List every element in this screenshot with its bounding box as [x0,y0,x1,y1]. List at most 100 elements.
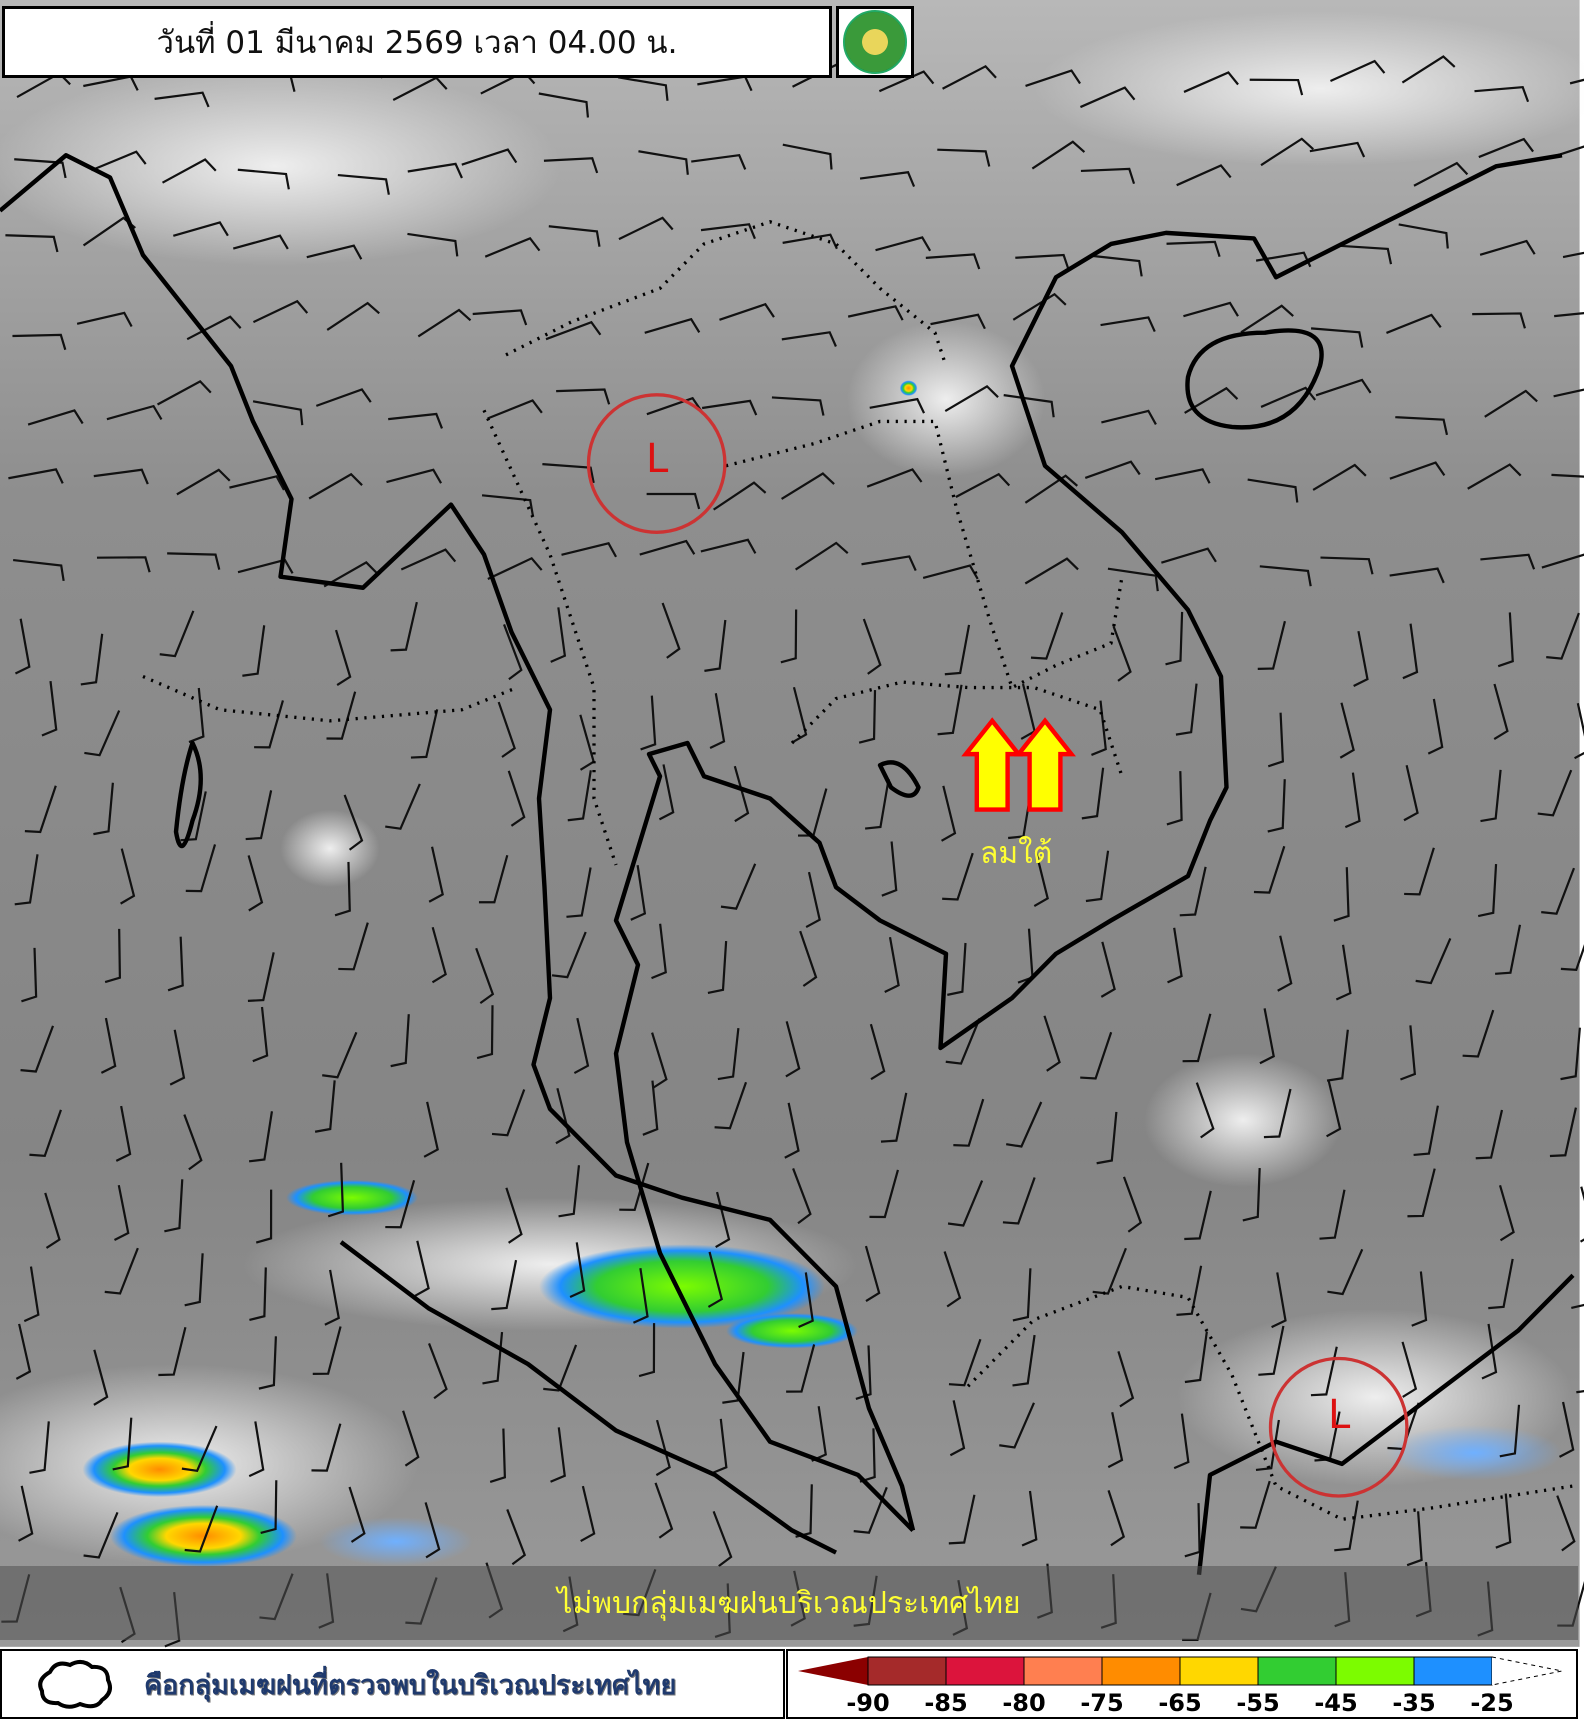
wind-barb [566,867,592,918]
wind-barb [1161,547,1217,564]
wind-barb [260,1480,278,1535]
wind-barb [880,1092,908,1143]
wind-barb [1541,867,1576,915]
wind-barb [487,556,543,581]
wind-barb [93,1349,109,1406]
wind-barb [1092,1247,1127,1295]
wind-barb [1030,612,1064,660]
wind-barb [944,384,999,413]
wind-barb [343,794,364,851]
wind-barb [644,317,701,334]
wind-barb [771,396,825,416]
wind-barb [158,1326,187,1377]
wind-barb [1257,620,1286,671]
wind-barb [323,561,378,588]
wind-barb [385,1180,416,1229]
wind-barb [1166,240,1221,257]
wind-barb [20,1025,55,1073]
wind-barb [1182,1013,1212,1063]
wind-barb [161,158,217,184]
wind-barb [1165,611,1184,666]
wind-barb [1546,612,1580,660]
wind-barb [1012,1268,1032,1322]
colorbar-tick-label: -90 [846,1689,890,1717]
wind-barb [308,472,363,500]
cloud-outline-icon [38,1660,112,1709]
wind-barb [1080,167,1136,185]
logo-emblem-icon [843,10,907,74]
wind-barb [1021,1490,1038,1547]
wind-barb [1484,389,1538,418]
wind-barb [1353,631,1369,688]
wind-barb [1574,703,1584,760]
wind-barb [1499,1404,1521,1458]
wind-barb [252,299,309,324]
wind-barb [1495,924,1522,975]
wind-barb [252,400,304,426]
wind-barb [573,1017,590,1075]
wind-barb [461,148,518,166]
wind-barb [1101,409,1157,425]
wind-barb [1562,251,1584,259]
wind-barb [1403,765,1419,822]
wind-barb [853,1486,888,1534]
wind-barb [183,1114,203,1171]
wind-barb [1259,565,1312,587]
wind-barb [385,783,421,830]
wind-barb [1091,700,1107,756]
wind-barb [619,1162,650,1212]
colorbar-tick-label: -45 [1314,1689,1358,1717]
wind-barb [655,1419,671,1477]
wind-barb [1107,1412,1124,1469]
wind-barb [247,855,264,912]
wind-barb [167,552,221,570]
wind-barb [1389,461,1446,480]
wind-barb [248,1421,265,1478]
wind-barb [338,922,369,971]
wind-barb [1012,292,1067,321]
wind-barb [115,1105,132,1162]
colorbar-max-arrow [1491,1656,1563,1686]
wind-barb [781,331,837,347]
country-borders [142,220,1574,1522]
wind-barb [84,710,121,757]
wind-barb [720,863,757,910]
wind-barb [1263,1088,1292,1139]
wind-barb [91,150,147,172]
wind-barb [386,468,443,484]
date-time-header: วันที่ 01 มีนาคม 2569 เวลา 04.00 น. [2,6,832,78]
wind-barb [1315,378,1372,397]
wind-barb [1033,850,1049,908]
wind-barb [1327,1248,1364,1296]
colorbar-tick-label: -55 [1236,1689,1280,1717]
banner-text: ไม่พบกลุ่มเมฆฝนบริเวณประเทศไทย [557,1585,1021,1621]
wind-barb [1167,927,1183,984]
wind-barb [651,1032,668,1089]
wind-barb [551,931,587,979]
wind-barb [1413,1105,1439,1157]
wind-barb [1184,1331,1208,1384]
wind-barb [1271,1272,1287,1329]
wind-barb [733,765,750,823]
wind-barb [1240,304,1294,334]
wind-barb [1267,712,1285,768]
wind-barb [538,92,590,118]
wind-barb [1406,1511,1423,1567]
wind-barb [714,1081,748,1130]
wind-barb [1183,71,1239,93]
wind-barb [795,541,849,571]
wind-barb [1493,683,1509,740]
wind-barb [948,1338,982,1387]
wind-barb [945,1018,981,1065]
south-wind-label: ลมใต้ [980,836,1053,871]
wind-barb [489,1428,507,1484]
wind-barb [181,1425,218,1473]
wind-barb [944,624,971,676]
wind-barb [506,1509,527,1566]
wind-barb [311,1423,342,1472]
wind-barb [242,625,266,677]
wind-barb [1411,1271,1428,1327]
wind-barb [1080,1031,1113,1080]
colorbar-min-arrow [798,1657,868,1685]
wind-barb [1554,145,1584,158]
